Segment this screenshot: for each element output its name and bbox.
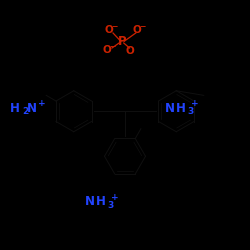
Text: H: H [96,195,106,208]
Text: O: O [103,45,112,55]
Text: −: − [111,22,117,31]
Text: +: + [112,193,119,202]
Text: P: P [118,35,127,48]
Text: −: − [139,22,146,31]
Text: O: O [104,25,113,35]
Text: 3: 3 [187,107,193,116]
Text: H: H [176,102,186,114]
Text: H: H [10,102,20,114]
Text: N: N [165,102,175,114]
Text: +: + [192,99,199,108]
Text: 3: 3 [107,201,113,210]
Text: O: O [125,46,134,56]
Text: 2: 2 [22,107,28,116]
Text: N: N [85,195,95,208]
Text: N: N [27,102,37,114]
Text: O: O [132,25,141,35]
Text: −: − [109,42,116,51]
Text: +: + [38,99,46,108]
